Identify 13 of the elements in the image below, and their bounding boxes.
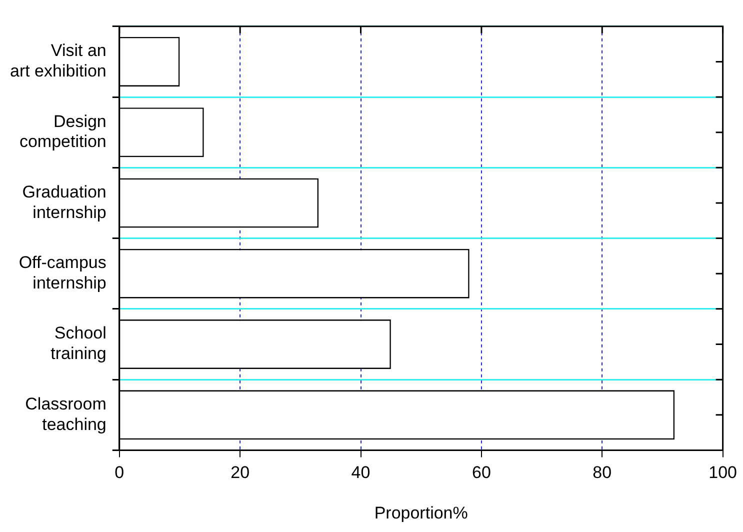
x-tick-label: 80	[592, 463, 612, 482]
y-tick-label: Visit an art exhibition	[10, 41, 106, 81]
x-tick-label: 40	[351, 463, 370, 482]
x-tick-label: 20	[230, 463, 250, 482]
x-axis-title: Proportion%	[374, 503, 468, 522]
x-tick-label: 0	[114, 463, 124, 482]
y-tick-label: Classroom teaching	[25, 394, 106, 434]
y-tick-label: Off-campus internship	[18, 253, 106, 293]
x-tick-label: 100	[708, 463, 738, 482]
x-tick-label: 60	[472, 463, 491, 482]
y-tick-label: Design competition	[19, 112, 106, 152]
y-tick-label: Graduation internship	[22, 182, 106, 222]
y-tick-label: School training	[50, 324, 106, 364]
